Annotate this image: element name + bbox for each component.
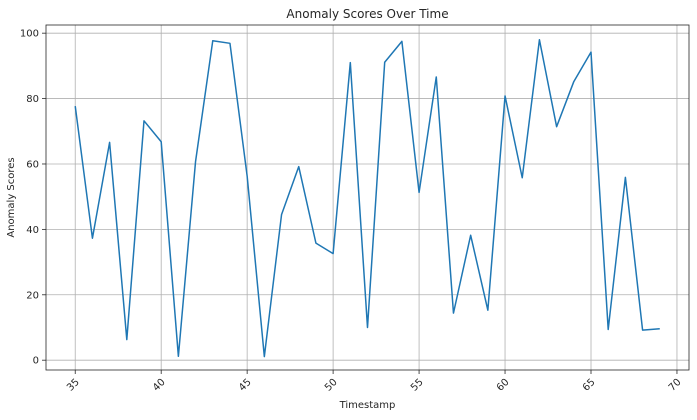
y-tick-label: 60 [26, 159, 39, 170]
y-tick-label: 80 [26, 94, 39, 105]
plot-frame [45, 24, 690, 371]
x-tick-label: 50 [323, 377, 340, 394]
x-tick-label: 70 [667, 377, 684, 394]
y-axis-label: Anomaly Scores [6, 157, 17, 237]
series-line [74, 38, 660, 358]
x-tick-label: 45 [237, 377, 254, 394]
y-tick-label: 20 [26, 290, 39, 301]
x-tick-label: 55 [409, 377, 426, 394]
x-tick-label: 40 [151, 377, 168, 394]
x-axis-label: Timestamp [339, 400, 396, 411]
x-tick-label: 65 [581, 377, 598, 394]
x-axis: 35 40 45 50 55 60 65 70 [65, 370, 684, 394]
y-tick-label: 40 [26, 225, 39, 236]
series-layer [74, 38, 660, 358]
x-tick-label: 60 [495, 377, 512, 394]
y-axis: 0 20 40 60 80 100 [20, 29, 46, 367]
y-tick-label: 100 [20, 29, 39, 40]
grid [46, 25, 689, 370]
x-tick-label: 35 [65, 377, 82, 394]
chart-title: Anomaly Scores Over Time [286, 7, 448, 21]
y-tick-label: 0 [33, 356, 39, 367]
